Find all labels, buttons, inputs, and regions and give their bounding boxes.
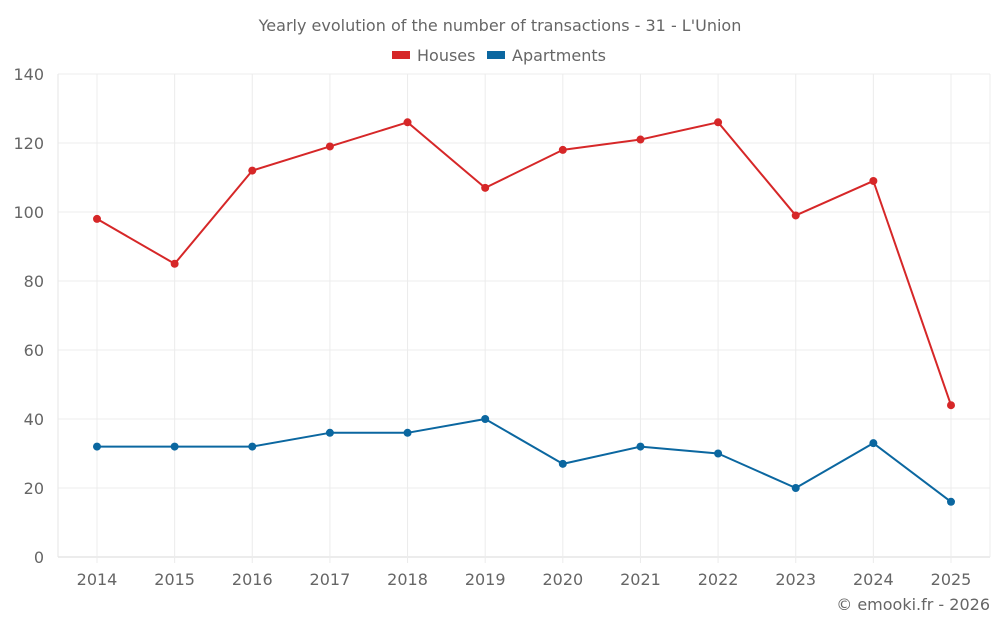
- series-apartments: [93, 415, 955, 506]
- x-axis: 2014 2015 2016 2017 2018 2019 2020 2021 2022 2023…: [77, 570, 972, 589]
- credit-text: © emooki.fr - 2026: [836, 595, 990, 614]
- data-point-apartments-2017: [325, 428, 334, 437]
- x-tick-label: 2017: [310, 570, 351, 589]
- data-point-houses-2025: [947, 401, 955, 410]
- x-tick-label: 2019: [465, 570, 506, 589]
- x-tick-label: 2024: [853, 570, 894, 589]
- y-tick-label: 140: [13, 65, 44, 84]
- data-point-houses-2022: [714, 118, 723, 127]
- data-point-apartments-2016: [248, 442, 257, 451]
- y-tick-label: 40: [24, 410, 44, 429]
- data-point-houses-2015: [170, 259, 179, 268]
- data-point-apartments-2019: [481, 415, 490, 423]
- data-point-apartments-2022: [714, 449, 723, 458]
- series-line-houses: [96, 121, 952, 406]
- x-tick-label: 2018: [387, 570, 428, 589]
- data-point-houses-2020: [558, 145, 567, 154]
- y-tick-label: 100: [13, 203, 44, 222]
- x-tick-label: 2022: [698, 570, 739, 589]
- data-point-apartments-2024: [869, 439, 878, 448]
- data-point-houses-2016: [248, 166, 257, 175]
- data-point-houses-2021: [636, 135, 645, 144]
- data-point-apartments-2014: [93, 442, 101, 451]
- x-tick-label: 2014: [77, 570, 118, 589]
- x-tick-label: 2015: [154, 570, 195, 589]
- data-point-houses-2019: [481, 183, 490, 192]
- data-point-apartments-2021: [636, 442, 645, 451]
- x-tick-label: 2016: [232, 570, 273, 589]
- y-tick-label: 120: [13, 134, 44, 153]
- grid: [57, 73, 991, 563]
- data-point-apartments-2018: [403, 428, 412, 437]
- series-houses: [93, 118, 955, 410]
- x-tick-label: 2020: [542, 570, 583, 589]
- x-tick-label: 2023: [775, 570, 816, 589]
- data-point-apartments-2025: [947, 497, 955, 506]
- legend-label-apartments: Apartments: [512, 46, 606, 65]
- data-point-apartments-2015: [170, 442, 179, 451]
- legend-label-houses: Houses: [417, 46, 475, 65]
- x-tick-label: 2025: [931, 570, 972, 589]
- legend-swatch-apartments: [487, 51, 505, 59]
- x-tick-label: 2021: [620, 570, 661, 589]
- data-point-houses-2014: [93, 214, 101, 223]
- chart-title: Yearly evolution of the number of transa…: [258, 16, 742, 35]
- data-point-apartments-2023: [791, 484, 800, 492]
- legend: Houses Apartments: [392, 46, 606, 65]
- data-point-houses-2023: [791, 211, 800, 220]
- data-point-apartments-2020: [558, 459, 567, 468]
- data-point-houses-2024: [869, 176, 878, 185]
- series-line-apartments: [97, 418, 952, 503]
- y-tick-label: 20: [24, 479, 44, 498]
- data-point-houses-2018: [403, 118, 412, 127]
- series-group: [93, 118, 955, 506]
- data-point-houses-2017: [325, 142, 334, 151]
- y-tick-label: 0: [34, 548, 44, 567]
- y-tick-label: 60: [24, 341, 44, 360]
- y-tick-label: 80: [24, 272, 44, 291]
- legend-swatch-houses: [392, 51, 410, 59]
- y-axis: 0 20 40 60 80 100 120 140: [13, 65, 44, 567]
